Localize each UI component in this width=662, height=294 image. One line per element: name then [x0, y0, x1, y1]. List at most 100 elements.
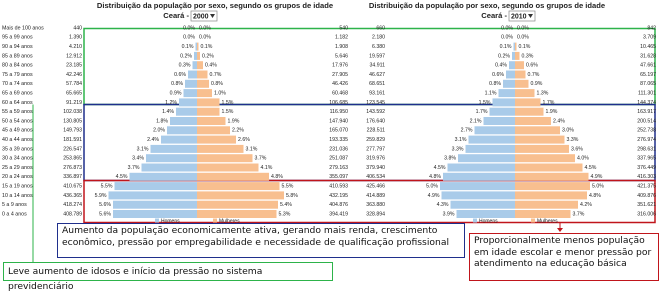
count-label: 410.675	[63, 183, 82, 189]
row-label: 60 a 64 anos	[2, 100, 33, 106]
bar	[197, 107, 220, 116]
value-label: 3.7%	[128, 165, 140, 171]
bar	[197, 210, 277, 218]
school-note: Proporcionalmente menos população em ida…	[469, 233, 659, 281]
bar	[197, 51, 200, 60]
bar	[509, 61, 515, 70]
bar	[141, 163, 197, 172]
bar	[515, 172, 589, 181]
value-label: 0.6%	[492, 72, 504, 78]
value-label: 0.0%	[501, 35, 513, 41]
count-label: 27.905	[332, 72, 348, 78]
row-label: 35 a 39 anos	[2, 146, 33, 152]
value-label: 3.1%	[137, 146, 149, 152]
bar	[515, 210, 571, 218]
value-label: 4.9%	[428, 193, 440, 199]
value-label: 5.6%	[99, 202, 111, 208]
school-arrow	[557, 228, 563, 232]
bar	[515, 117, 551, 125]
value-label: 0.0%	[501, 25, 513, 31]
count-label: 42.246	[66, 72, 82, 78]
value-label: 5.5%	[282, 183, 294, 189]
value-label: 0.0%	[199, 25, 211, 31]
value-label: 0.3%	[179, 63, 191, 69]
bar	[197, 144, 244, 153]
row-label: 10 a 14 anos	[2, 193, 33, 199]
bar	[458, 154, 515, 163]
chart-title: Distribuição da população por sexo, segu…	[97, 1, 333, 10]
bar	[513, 42, 515, 51]
bar	[465, 144, 515, 153]
value-label: 0.1%	[201, 44, 213, 50]
value-label: 3.1%	[455, 137, 467, 143]
count-label: 425.466	[366, 183, 385, 189]
bar	[197, 172, 269, 181]
bar	[197, 79, 209, 88]
value-label: 1.4%	[162, 109, 174, 115]
legend-label: Homens	[161, 218, 180, 224]
count-label: 1.908	[335, 44, 348, 50]
value-label: 2.1%	[470, 118, 482, 124]
bar	[450, 200, 515, 209]
count-label: 328.894	[366, 211, 385, 217]
year-select[interactable]	[508, 10, 536, 22]
bar	[515, 182, 590, 191]
value-label: 0.7%	[528, 72, 540, 78]
count-label: 409.876	[637, 193, 656, 199]
bar	[197, 42, 199, 51]
count-label: 93.161	[369, 90, 385, 96]
count-label: 65.665	[66, 90, 82, 96]
bar	[170, 117, 197, 125]
count-label: 106.685	[329, 100, 348, 106]
bar	[188, 70, 197, 79]
bar	[515, 98, 541, 107]
bar	[515, 89, 535, 98]
row-label: 75 a 79 anos	[2, 72, 33, 78]
value-label: 3.3%	[567, 137, 579, 143]
count-label: 3.709	[643, 35, 656, 41]
bar	[498, 89, 515, 98]
count-label: 200.514	[637, 118, 656, 124]
bar	[515, 107, 544, 116]
value-label: 0.4%	[205, 63, 217, 69]
bar	[456, 210, 515, 218]
bar	[176, 107, 197, 116]
count-label: 316.006	[637, 211, 656, 217]
legend-label: Mulheres	[537, 218, 558, 224]
value-label: 3.8%	[444, 156, 456, 162]
legend-swatch	[213, 218, 217, 223]
value-label: 3.3%	[452, 146, 464, 152]
count-label: 1.182	[335, 35, 348, 41]
year-select[interactable]	[190, 10, 218, 22]
value-label: 0.2%	[202, 53, 214, 59]
row-label: 20 a 24 anos	[2, 174, 33, 180]
count-label: 410.593	[329, 183, 348, 189]
value-label: 3.9%	[443, 211, 455, 217]
bar	[515, 42, 517, 51]
value-label: 0.2%	[180, 53, 192, 59]
count-label: 379.940	[366, 165, 385, 171]
count-label: 842	[647, 25, 656, 31]
select-arrow	[528, 14, 533, 18]
count-label: 65.197	[640, 72, 656, 78]
bar	[197, 117, 226, 125]
value-label: 0.1%	[519, 44, 531, 50]
count-label: 416.303	[637, 174, 656, 180]
count-label: 149.793	[63, 128, 82, 134]
value-label: 4.9%	[591, 174, 603, 180]
workforce-note: Aumento da população economicamente ativ…	[57, 223, 465, 258]
count-label: 34.911	[370, 63, 386, 69]
bar	[492, 98, 515, 107]
value-label: 5.4%	[280, 202, 292, 208]
row-label: 45 a 49 anos	[2, 128, 33, 134]
count-label: 432.195	[329, 193, 348, 199]
bar	[129, 172, 197, 181]
row-label: 5 a 9 anos	[2, 202, 27, 208]
bar	[197, 191, 284, 200]
row-label: 65 a 69 anos	[2, 91, 33, 97]
value-label: 1.0%	[214, 90, 226, 96]
value-label: 0.8%	[211, 81, 223, 87]
bar	[195, 42, 197, 51]
bar	[515, 163, 583, 172]
bar	[515, 61, 524, 70]
